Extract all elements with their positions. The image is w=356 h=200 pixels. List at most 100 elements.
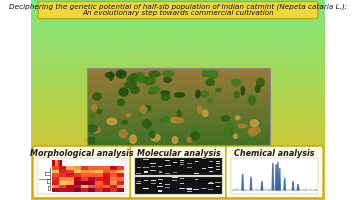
Bar <box>151 166 155 167</box>
Ellipse shape <box>248 96 256 104</box>
Ellipse shape <box>126 114 130 117</box>
Ellipse shape <box>130 75 135 84</box>
Bar <box>59 177 66 181</box>
Bar <box>143 188 149 189</box>
Ellipse shape <box>196 90 200 96</box>
Bar <box>88 170 95 173</box>
Bar <box>88 185 95 188</box>
Bar <box>193 189 199 190</box>
Text: Chemical analysis: Chemical analysis <box>234 148 315 158</box>
Ellipse shape <box>196 93 200 98</box>
Ellipse shape <box>116 71 123 77</box>
Ellipse shape <box>93 93 101 100</box>
Bar <box>209 182 213 183</box>
Bar <box>95 166 103 170</box>
FancyBboxPatch shape <box>38 1 318 19</box>
Bar <box>136 183 141 184</box>
Bar <box>187 188 192 189</box>
Bar <box>202 158 205 159</box>
Bar <box>195 161 198 162</box>
Bar <box>95 181 103 185</box>
Ellipse shape <box>136 73 144 79</box>
Bar <box>110 173 117 177</box>
Ellipse shape <box>91 104 97 111</box>
Bar <box>165 160 170 161</box>
Bar <box>187 167 192 168</box>
Bar <box>61 160 62 166</box>
Bar <box>173 162 177 163</box>
Bar <box>103 173 110 177</box>
Ellipse shape <box>232 79 241 85</box>
Bar <box>74 166 81 170</box>
Ellipse shape <box>159 119 164 122</box>
Bar <box>117 173 124 177</box>
FancyBboxPatch shape <box>130 146 227 198</box>
Ellipse shape <box>206 70 218 78</box>
Bar <box>143 188 148 189</box>
Bar <box>52 188 59 192</box>
Ellipse shape <box>201 91 208 97</box>
Bar <box>187 163 192 164</box>
Ellipse shape <box>90 114 95 117</box>
Bar <box>74 173 81 177</box>
Ellipse shape <box>149 71 160 77</box>
Bar <box>81 185 88 188</box>
Ellipse shape <box>119 88 128 96</box>
Bar <box>57 160 58 166</box>
Bar <box>59 181 66 185</box>
Ellipse shape <box>198 105 201 113</box>
Polygon shape <box>284 178 286 190</box>
Bar <box>150 170 156 171</box>
Bar <box>172 180 177 181</box>
Ellipse shape <box>130 86 139 93</box>
Bar <box>59 185 66 188</box>
Polygon shape <box>292 181 294 190</box>
Ellipse shape <box>256 85 260 92</box>
Bar <box>143 159 149 160</box>
Ellipse shape <box>93 128 100 133</box>
Text: An evolutionary step towards commercial cultivation: An evolutionary step towards commercial … <box>82 10 274 16</box>
Bar <box>208 167 214 168</box>
Bar <box>117 166 124 170</box>
Bar <box>208 189 213 190</box>
Bar <box>52 160 53 166</box>
Bar <box>150 163 156 164</box>
Bar <box>110 170 117 173</box>
Bar <box>180 162 184 163</box>
Bar <box>172 177 178 178</box>
Bar <box>180 160 184 161</box>
Bar <box>74 181 81 185</box>
Bar <box>95 188 103 192</box>
Ellipse shape <box>193 127 198 132</box>
Ellipse shape <box>163 71 174 77</box>
Bar <box>158 190 162 192</box>
Ellipse shape <box>257 78 264 87</box>
Ellipse shape <box>224 124 235 132</box>
Bar <box>159 183 162 184</box>
Ellipse shape <box>239 124 247 128</box>
Ellipse shape <box>88 125 97 132</box>
Ellipse shape <box>187 137 191 142</box>
Bar <box>59 166 66 170</box>
Ellipse shape <box>161 91 169 95</box>
Ellipse shape <box>143 120 151 128</box>
Ellipse shape <box>234 134 237 138</box>
Bar <box>88 177 95 181</box>
Ellipse shape <box>148 90 156 94</box>
Ellipse shape <box>122 121 127 124</box>
Bar <box>158 179 163 180</box>
Bar <box>95 177 103 181</box>
Bar <box>179 188 184 189</box>
Bar <box>103 181 110 185</box>
Bar <box>52 173 59 177</box>
Ellipse shape <box>190 132 199 140</box>
Bar <box>95 185 103 188</box>
Bar <box>74 177 81 181</box>
Bar <box>74 185 81 188</box>
Bar <box>103 185 110 188</box>
Ellipse shape <box>125 82 136 88</box>
Bar <box>74 188 81 192</box>
Ellipse shape <box>105 73 114 78</box>
Bar <box>208 183 214 184</box>
Ellipse shape <box>224 131 230 136</box>
